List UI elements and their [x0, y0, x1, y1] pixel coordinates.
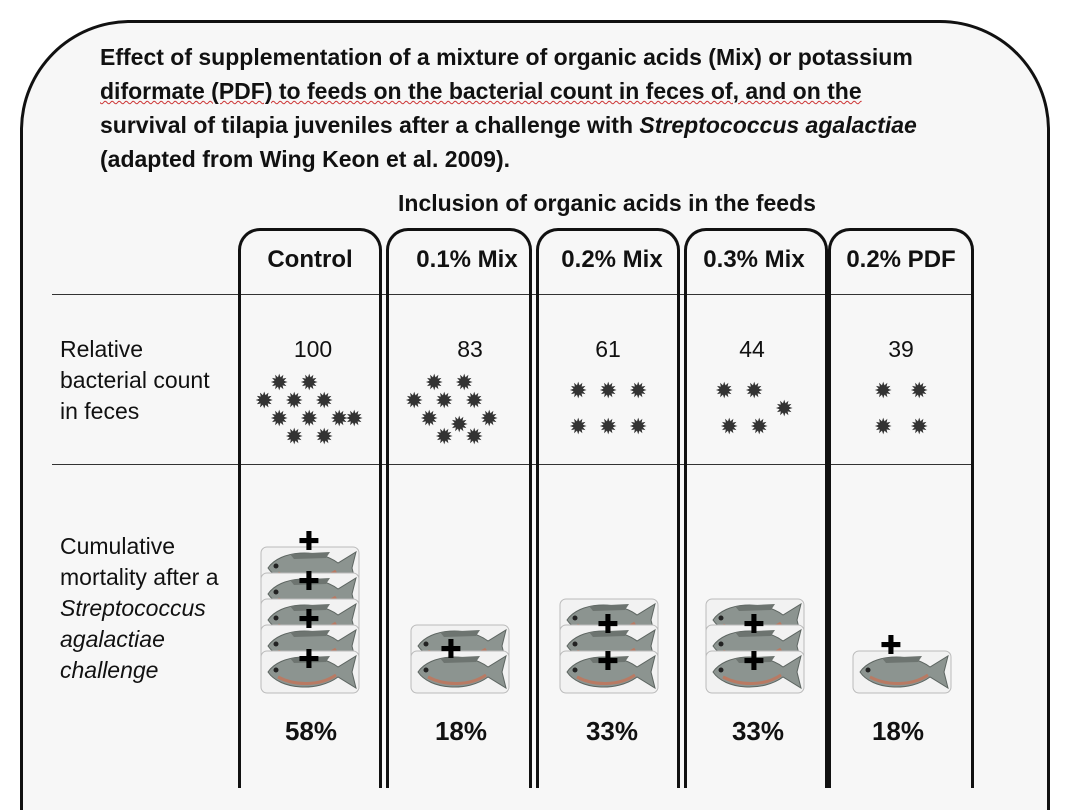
bacterium-icon: ✹: [330, 406, 349, 431]
cross-icon: ✚: [298, 644, 320, 674]
cross-icon: ✚: [597, 609, 619, 639]
bacterium-icon: ✹: [715, 378, 734, 403]
column-control: [238, 228, 382, 788]
bacterial-count-value: 83: [457, 336, 483, 362]
cross-icon: ✚: [440, 634, 462, 664]
cross-icon: ✚: [880, 630, 902, 660]
mortality-value: 33%: [585, 716, 639, 746]
title-species: Streptococcus agalactiae: [639, 112, 917, 138]
bacterium-icon: ✹: [910, 378, 929, 403]
bacterium-icon: ✹: [745, 378, 764, 403]
figure-title: Effect of supplementation of a mixture o…: [100, 40, 980, 176]
bacterium-icon: ✹: [450, 412, 469, 437]
row-label-bacteria: Relative bacterial count in feces: [60, 334, 210, 427]
row-label-mortality-line: challenge: [60, 657, 159, 683]
row-label-mortality-line: Streptococcus: [60, 595, 206, 621]
row-label-mortality-line: mortality after a: [60, 564, 219, 590]
bacterium-icon: ✹: [285, 388, 304, 413]
bacterium-icon: ✹: [405, 388, 424, 413]
bacterium-icon: ✹: [910, 414, 929, 439]
mortality-value: 33%: [731, 716, 785, 746]
bacterium-icon: ✹: [285, 424, 304, 449]
bacterium-icon: ✹: [255, 388, 274, 413]
bacterium-icon: ✹: [720, 414, 739, 439]
bacterium-icon: ✹: [345, 406, 364, 431]
row-label-mortality-line: Cumulative: [60, 533, 176, 559]
bacterium-icon: ✹: [629, 414, 648, 439]
mortality-value: 18%: [871, 716, 925, 746]
cross-icon: ✚: [743, 646, 765, 676]
bacterium-icon: ✹: [629, 378, 648, 403]
bacterium-icon: ✹: [435, 388, 454, 413]
bacterium-icon: ✹: [435, 424, 454, 449]
row-label-bacteria-line: in feces: [60, 398, 140, 424]
column-mix-03: [684, 228, 828, 788]
bacterial-count-value: 61: [595, 336, 621, 362]
bacterium-icon: ✹: [750, 414, 769, 439]
bacterium-icon: ✹: [255, 388, 274, 413]
bacterial-count-value: 100: [293, 336, 333, 362]
bacterium-icon: ✹: [599, 414, 618, 439]
title-line-3: survival of tilapia juveniles after a ch…: [100, 108, 980, 142]
row-label-mortality: Cumulative mortality after a Streptococc…: [60, 531, 219, 686]
bacterial-count-value: 44: [739, 336, 765, 362]
bacterium-icon: ✹: [775, 396, 794, 421]
bacterium-icon: ✹: [569, 414, 588, 439]
cross-icon: ✚: [298, 604, 320, 634]
row-label-bacteria-line: bacterial count: [60, 367, 210, 393]
bacterium-icon: ✹: [569, 378, 588, 403]
bacterium-icon: ✹: [300, 370, 319, 395]
bacterium-icon: ✹: [465, 388, 484, 413]
bacterium-icon: ✹: [874, 414, 893, 439]
row-label-bacteria-line: Relative: [60, 336, 144, 362]
divider-middle: [52, 464, 972, 465]
bacterium-icon: ✹: [465, 424, 484, 449]
title-line-2: diformate (PDF) to feeds on the bacteria…: [100, 74, 980, 108]
mortality-value: 58%: [284, 716, 338, 746]
bacterium-icon: ✹: [300, 406, 319, 431]
column-pdf-02: [828, 228, 974, 788]
inclusion-header: Inclusion of organic acids in the feeds: [398, 190, 816, 216]
tilapia-fish-icon: [705, 650, 805, 694]
bacterium-icon: ✹: [270, 370, 289, 395]
bacterium-icon: ✹: [455, 370, 474, 395]
tilapia-fish-icon: [852, 650, 952, 694]
bacterium-icon: ✹: [874, 378, 893, 403]
column-label: 0.2% Mix: [561, 246, 663, 273]
column-label: Control: [267, 246, 353, 273]
divider-top: [52, 294, 972, 295]
bacterium-icon: ✹: [420, 406, 439, 431]
tilapia-fish-icon: [559, 650, 659, 694]
bacterium-icon: ✹: [315, 424, 334, 449]
cross-icon: ✚: [298, 526, 320, 556]
tilapia-fish-icon: [260, 650, 360, 694]
column-label: 0.1% Mix: [416, 246, 518, 273]
bacterium-icon: ✹: [315, 388, 334, 413]
tilapia-fish-icon: [410, 650, 510, 694]
column-label: 0.2% PDF: [846, 246, 956, 273]
mortality-value: 18%: [434, 716, 488, 746]
bacterial-count-value: 39: [888, 336, 914, 362]
title-line-2-text: diformate (PDF) to feeds on the bacteria…: [100, 78, 862, 104]
bacterium-icon: ✹: [480, 406, 499, 431]
cross-icon: ✚: [597, 646, 619, 676]
title-line-4: (adapted from Wing Keon et al. 2009).: [100, 146, 511, 172]
bacterium-icon: ✹: [599, 378, 618, 403]
cross-icon: ✚: [298, 566, 320, 596]
bacterium-icon: ✹: [425, 370, 444, 395]
cross-icon: ✚: [743, 609, 765, 639]
column-label: 0.3% Mix: [703, 246, 805, 273]
bacterium-icon: ✹: [270, 406, 289, 431]
row-label-mortality-line: agalactiae: [60, 626, 165, 652]
title-line-1: Effect of supplementation of a mixture o…: [100, 44, 913, 70]
column-mix-01: [386, 228, 532, 788]
column-mix-02: [536, 228, 680, 788]
title-line-3-text: survival of tilapia juveniles after a ch…: [100, 112, 634, 138]
